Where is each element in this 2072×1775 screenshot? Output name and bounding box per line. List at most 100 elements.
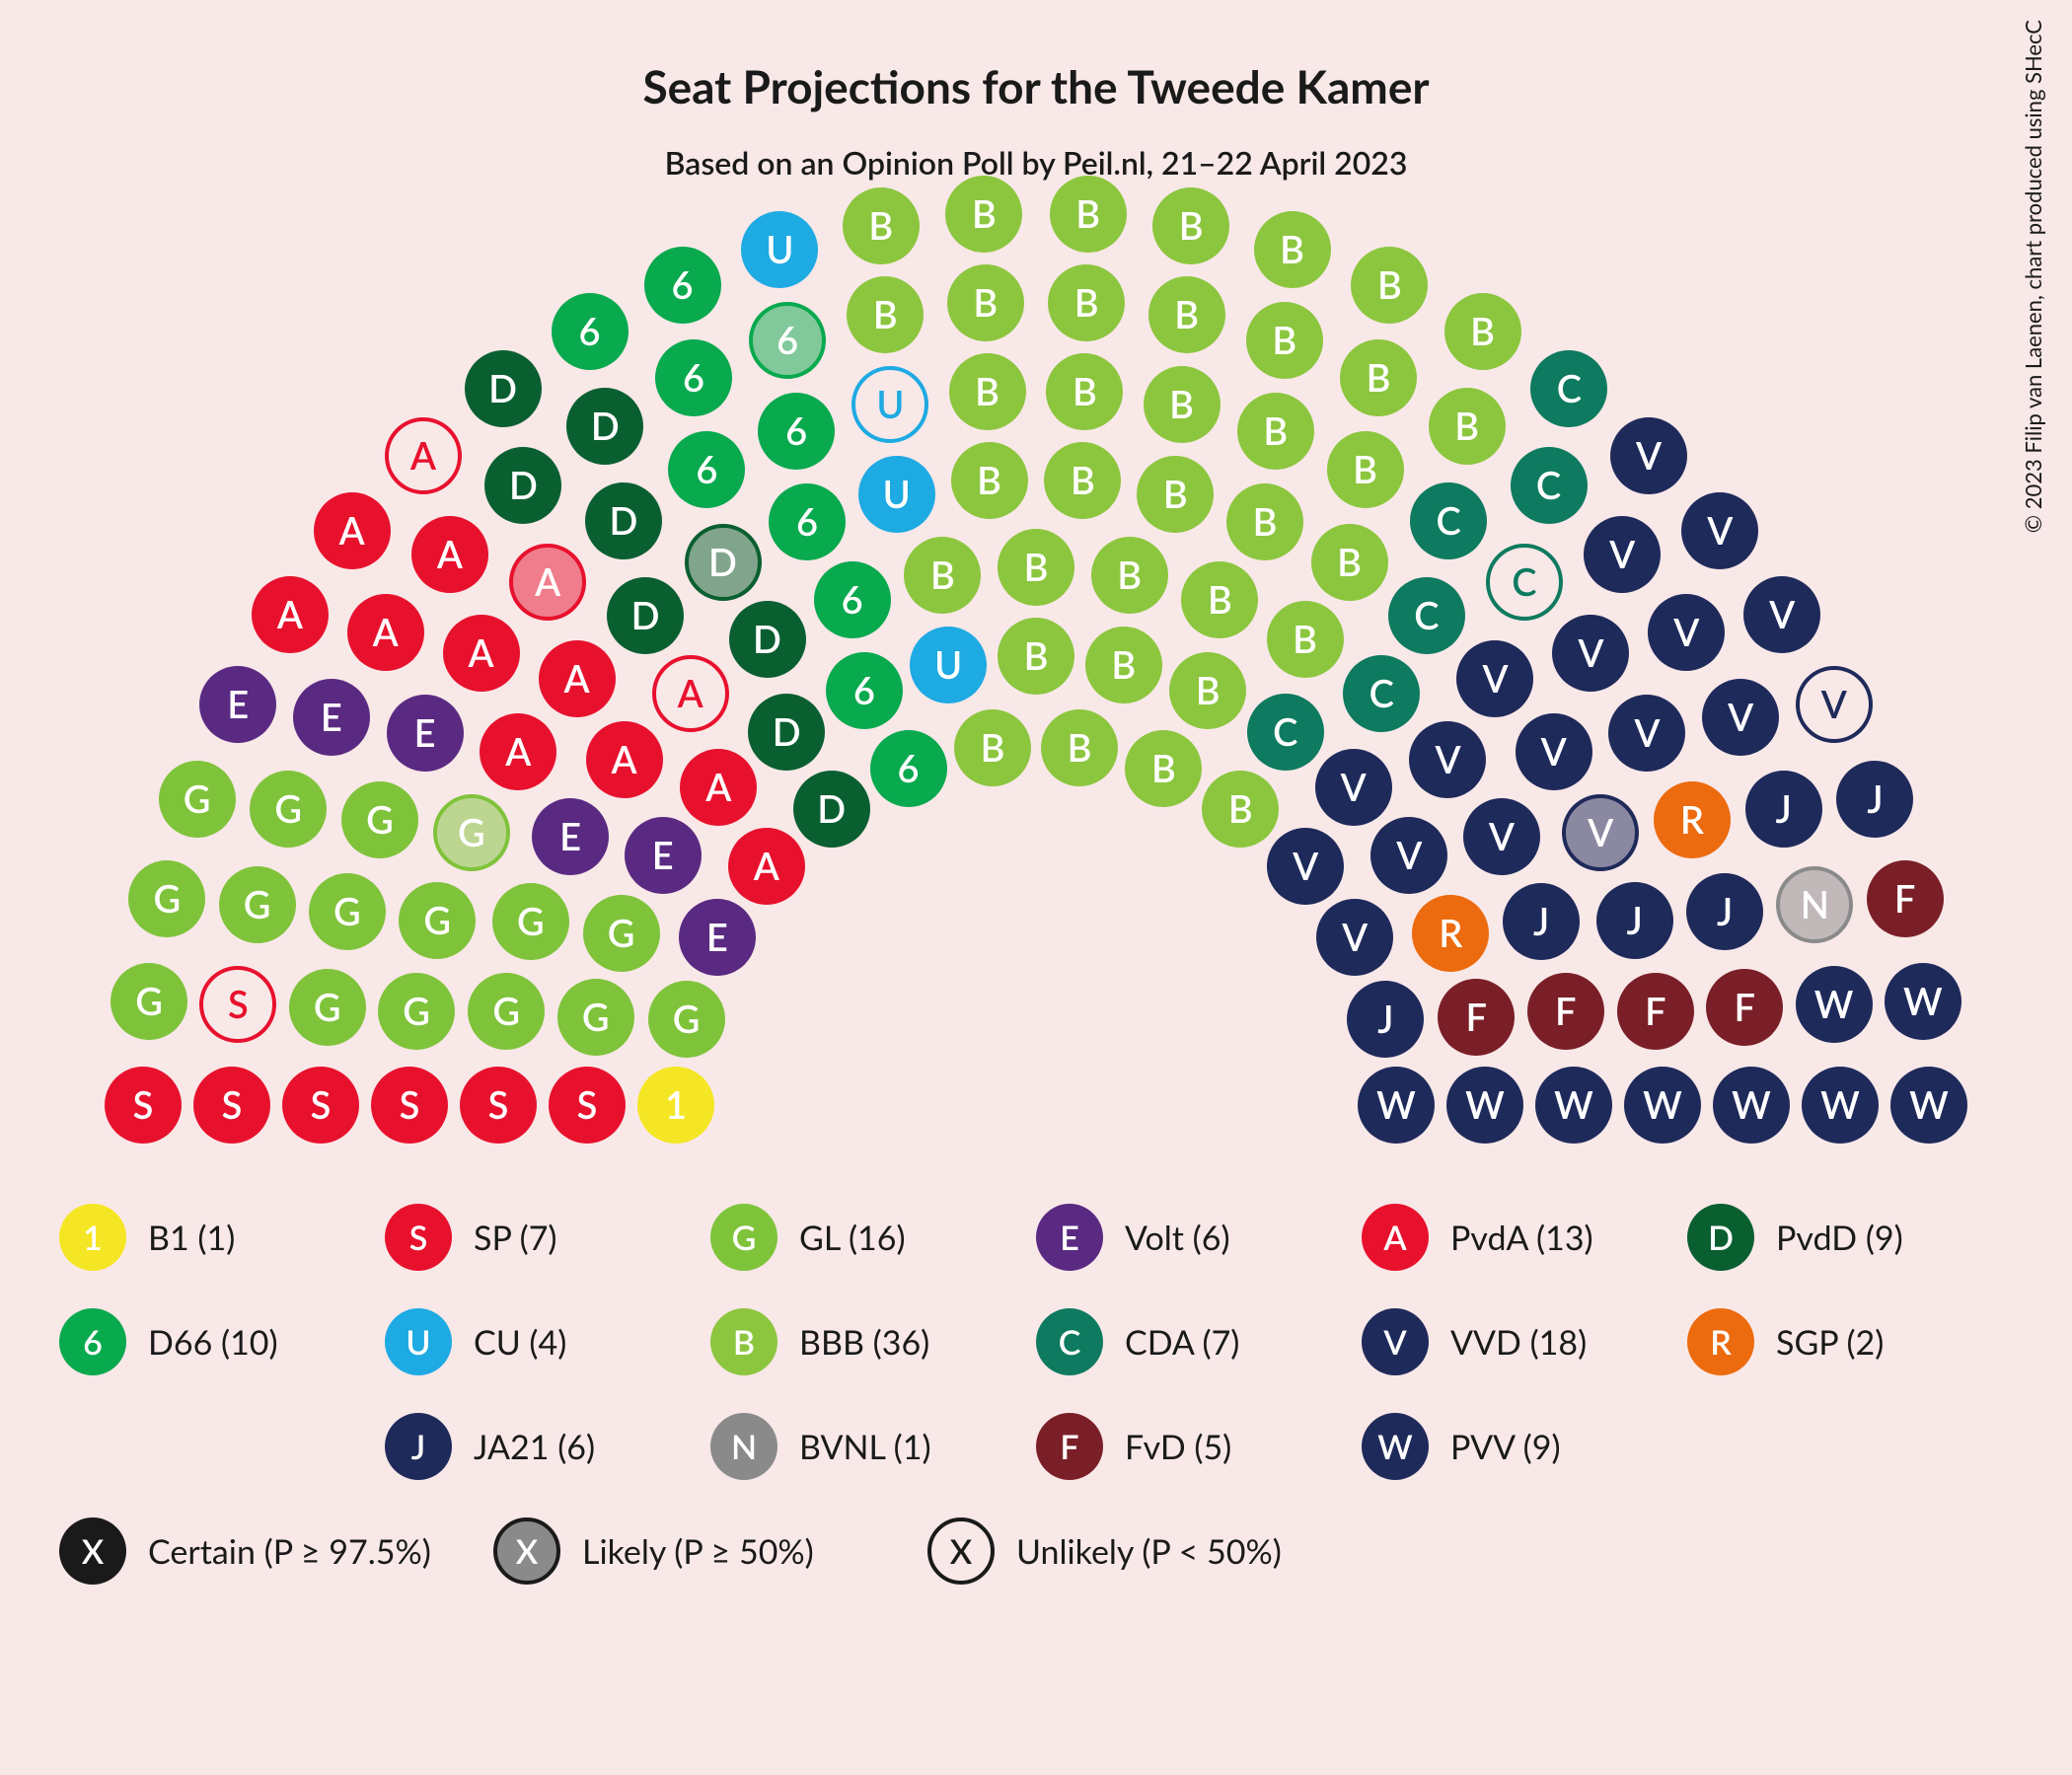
- seat: B: [1246, 302, 1323, 379]
- seat: G: [399, 882, 476, 959]
- seat: D: [685, 524, 762, 601]
- seat: D: [793, 771, 870, 848]
- legend-label: GL (16): [799, 1218, 906, 1258]
- seat: A: [443, 615, 520, 692]
- legend-label: SGP (2): [1776, 1322, 1884, 1363]
- chart-root: Seat Projections for the Tweede Kamer Ba…: [0, 0, 2072, 1775]
- seat: S: [371, 1067, 448, 1144]
- seat: V: [1552, 615, 1629, 692]
- seat: J: [1745, 771, 1822, 848]
- legend-swatch: V: [1362, 1308, 1429, 1375]
- seat: B: [949, 353, 1026, 430]
- seat: B: [954, 709, 1031, 786]
- legend-item: 6 D66 (10): [59, 1308, 385, 1375]
- legend-label: CDA (7): [1125, 1322, 1239, 1363]
- seat: V: [1456, 640, 1533, 717]
- legend-label: BBB (36): [799, 1322, 929, 1363]
- seat: B: [1050, 176, 1127, 253]
- seat: V: [1370, 817, 1447, 894]
- legend-item: WPVV (9): [1362, 1413, 1687, 1480]
- seat: B: [1202, 771, 1279, 848]
- legend-item: JJA21 (6): [385, 1413, 710, 1480]
- seat: A: [652, 655, 729, 732]
- seat: A: [586, 721, 663, 798]
- legend-label: BVNL (1): [799, 1427, 931, 1467]
- seat: A: [347, 594, 424, 671]
- legend-item: GGL (16): [710, 1204, 1036, 1271]
- seat: B: [1340, 339, 1417, 416]
- legend-swatch: 6: [59, 1308, 126, 1375]
- seat: D: [566, 388, 643, 465]
- seat: 6: [814, 561, 891, 638]
- seat: W: [1446, 1067, 1523, 1144]
- seat: V: [1463, 798, 1540, 875]
- seat: D: [585, 482, 662, 559]
- seat: 6: [655, 339, 732, 416]
- certainty-swatch: X: [927, 1517, 995, 1585]
- seat: D: [607, 577, 684, 654]
- certainty-item: XLikely (P ≥ 50%): [493, 1517, 927, 1585]
- seat: B: [1254, 211, 1331, 288]
- seat: U: [858, 456, 935, 533]
- seat: B: [998, 529, 1074, 606]
- legend-item: C CDA (7): [1036, 1308, 1362, 1375]
- seat: E: [387, 695, 464, 772]
- certainty-label: Unlikely (P < 50%): [1016, 1531, 1282, 1572]
- seat: S: [199, 966, 276, 1043]
- seat: V: [1610, 417, 1687, 494]
- seat: W: [1358, 1067, 1435, 1144]
- seat: S: [105, 1067, 182, 1144]
- seat: V: [1608, 695, 1685, 772]
- certainty-item: XCertain (P ≥ 97.5%): [59, 1517, 493, 1585]
- legend-item: FFvD (5): [1036, 1413, 1362, 1480]
- seat: A: [539, 640, 616, 717]
- seat: A: [509, 544, 586, 621]
- certainty-label: Certain (P ≥ 97.5%): [148, 1531, 431, 1572]
- seat: G: [341, 781, 418, 858]
- seat: B: [1444, 293, 1521, 370]
- seat: J: [1686, 873, 1763, 950]
- seat: B: [951, 442, 1028, 519]
- seat: B: [998, 618, 1074, 695]
- seat: B: [904, 537, 981, 614]
- seat: V: [1702, 679, 1779, 756]
- legend-swatch: E: [1036, 1204, 1103, 1271]
- seat: 6: [870, 730, 947, 807]
- legend-swatch: C: [1036, 1308, 1103, 1375]
- seat: A: [680, 749, 757, 826]
- seat: B: [1041, 709, 1118, 786]
- seat: B: [1085, 627, 1162, 703]
- seat: C: [1247, 694, 1324, 771]
- legend-label: FvD (5): [1125, 1427, 1231, 1467]
- legend-item: VVVD (18): [1362, 1308, 1687, 1375]
- seat: 6: [552, 293, 629, 370]
- seat: F: [1867, 860, 1944, 937]
- seat: R: [1654, 781, 1731, 858]
- seat: W: [1713, 1067, 1790, 1144]
- seat: V: [1562, 794, 1639, 871]
- seat: C: [1511, 447, 1588, 524]
- legend-swatch: D: [1687, 1204, 1754, 1271]
- seat: E: [679, 899, 756, 976]
- legend-item: UCU (4): [385, 1308, 710, 1375]
- seat: W: [1624, 1067, 1701, 1144]
- legend-item: 1B1 (1): [59, 1204, 385, 1271]
- legend-item: DPvdD (9): [1687, 1204, 2013, 1271]
- seat: B: [1125, 730, 1202, 807]
- seat: B: [1152, 187, 1229, 264]
- seat: G: [583, 895, 660, 972]
- legend-label: D66 (10): [148, 1322, 278, 1363]
- legend-swatch: B: [710, 1308, 777, 1375]
- legend-item: NBVNL (1): [710, 1413, 1036, 1480]
- legend-swatch: S: [385, 1204, 452, 1271]
- seat: S: [282, 1067, 359, 1144]
- chart-title: Seat Projections for the Tweede Kamer: [0, 59, 2072, 113]
- seat: U: [851, 366, 928, 443]
- legend-label: SP (7): [474, 1218, 557, 1258]
- legend-label: B1 (1): [148, 1218, 235, 1258]
- legend-item: EVolt (6): [1036, 1204, 1362, 1271]
- seat: U: [741, 211, 818, 288]
- seat: A: [728, 828, 805, 905]
- seat: D: [729, 601, 806, 678]
- legend-swatch: U: [385, 1308, 452, 1375]
